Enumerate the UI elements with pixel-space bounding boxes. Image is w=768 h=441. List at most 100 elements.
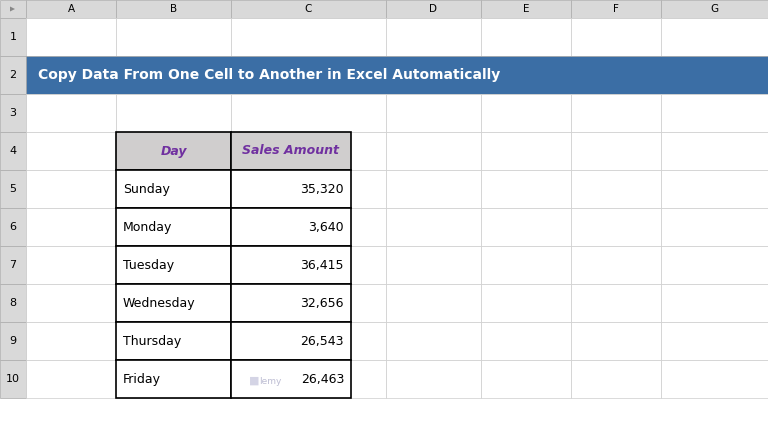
Bar [231,132,351,170]
Bar [571,246,661,284]
Bar [571,94,661,132]
Bar [231,0,386,18]
Bar [386,18,481,56]
Bar [231,208,351,246]
Bar [0,132,26,170]
Bar [0,56,26,94]
Bar [571,0,661,18]
Bar [231,170,351,208]
Bar [116,360,231,398]
Bar [0,360,26,398]
Bar [386,360,481,398]
Text: 26,463: 26,463 [300,373,344,385]
Text: D: D [429,4,438,14]
Bar [661,18,768,56]
Bar [26,246,116,284]
Bar [481,170,571,208]
Bar [661,170,768,208]
Text: Day: Day [161,145,187,157]
Text: 9: 9 [9,336,17,346]
Bar [481,0,571,18]
Text: Copy Data From One Cell to Another in Excel Automatically: Copy Data From One Cell to Another in Ex… [38,68,500,82]
Bar [571,322,661,360]
Bar [26,132,116,170]
Bar [116,322,231,360]
Text: B: B [170,4,177,14]
Bar [661,208,768,246]
Bar [571,132,661,170]
Bar [231,322,386,360]
Text: 35,320: 35,320 [300,183,344,195]
Bar [0,94,26,132]
Bar [386,132,481,170]
Bar [386,0,481,18]
Bar [231,132,386,170]
Bar [481,322,571,360]
Bar [231,284,386,322]
Text: 6: 6 [9,222,16,232]
Bar [571,170,661,208]
Bar [0,0,26,18]
Bar [661,284,768,322]
Text: 8: 8 [9,298,17,308]
Bar [481,94,571,132]
Bar [231,170,386,208]
Bar [231,18,386,56]
Bar [26,208,116,246]
Text: F: F [613,4,619,14]
Bar [0,284,26,322]
Bar [26,0,116,18]
Bar [116,208,231,246]
Text: ■: ■ [249,376,260,386]
Bar [231,246,351,284]
Bar [116,322,231,360]
Bar [231,322,351,360]
Text: A: A [68,4,74,14]
Bar [116,0,231,18]
Text: Friday: Friday [123,373,161,385]
Bar [231,360,351,398]
Bar [386,170,481,208]
Bar [26,322,116,360]
Bar [231,208,386,246]
Bar [231,246,386,284]
Bar [481,132,571,170]
Bar [116,18,231,56]
Bar [481,246,571,284]
Text: 5: 5 [9,184,16,194]
Bar [661,94,768,132]
Bar [26,170,116,208]
Text: 1: 1 [9,32,16,42]
Bar [0,18,26,56]
Bar [571,208,661,246]
Bar [481,360,571,398]
Bar [571,284,661,322]
Text: 3,640: 3,640 [309,220,344,233]
Bar [0,170,26,208]
Bar [116,208,231,246]
Bar [231,360,386,398]
Bar [116,360,231,398]
Bar [0,322,26,360]
Text: Sales Amount: Sales Amount [243,145,339,157]
Bar [116,284,231,322]
Bar [481,208,571,246]
Bar [386,94,481,132]
Text: Tuesday: Tuesday [123,258,174,272]
Text: C: C [305,4,312,14]
Text: 4: 4 [9,146,17,156]
Text: E: E [523,4,529,14]
Text: 2: 2 [9,70,17,80]
Bar [481,18,571,56]
Bar [386,284,481,322]
Bar [116,284,231,322]
Bar [661,0,768,18]
Bar [26,18,116,56]
Text: 32,656: 32,656 [300,296,344,310]
Text: 26,543: 26,543 [300,335,344,348]
Bar [386,246,481,284]
Bar [26,56,768,94]
Text: Thursday: Thursday [123,335,181,348]
Text: 3: 3 [9,108,16,118]
Text: lemy: lemy [259,377,281,385]
